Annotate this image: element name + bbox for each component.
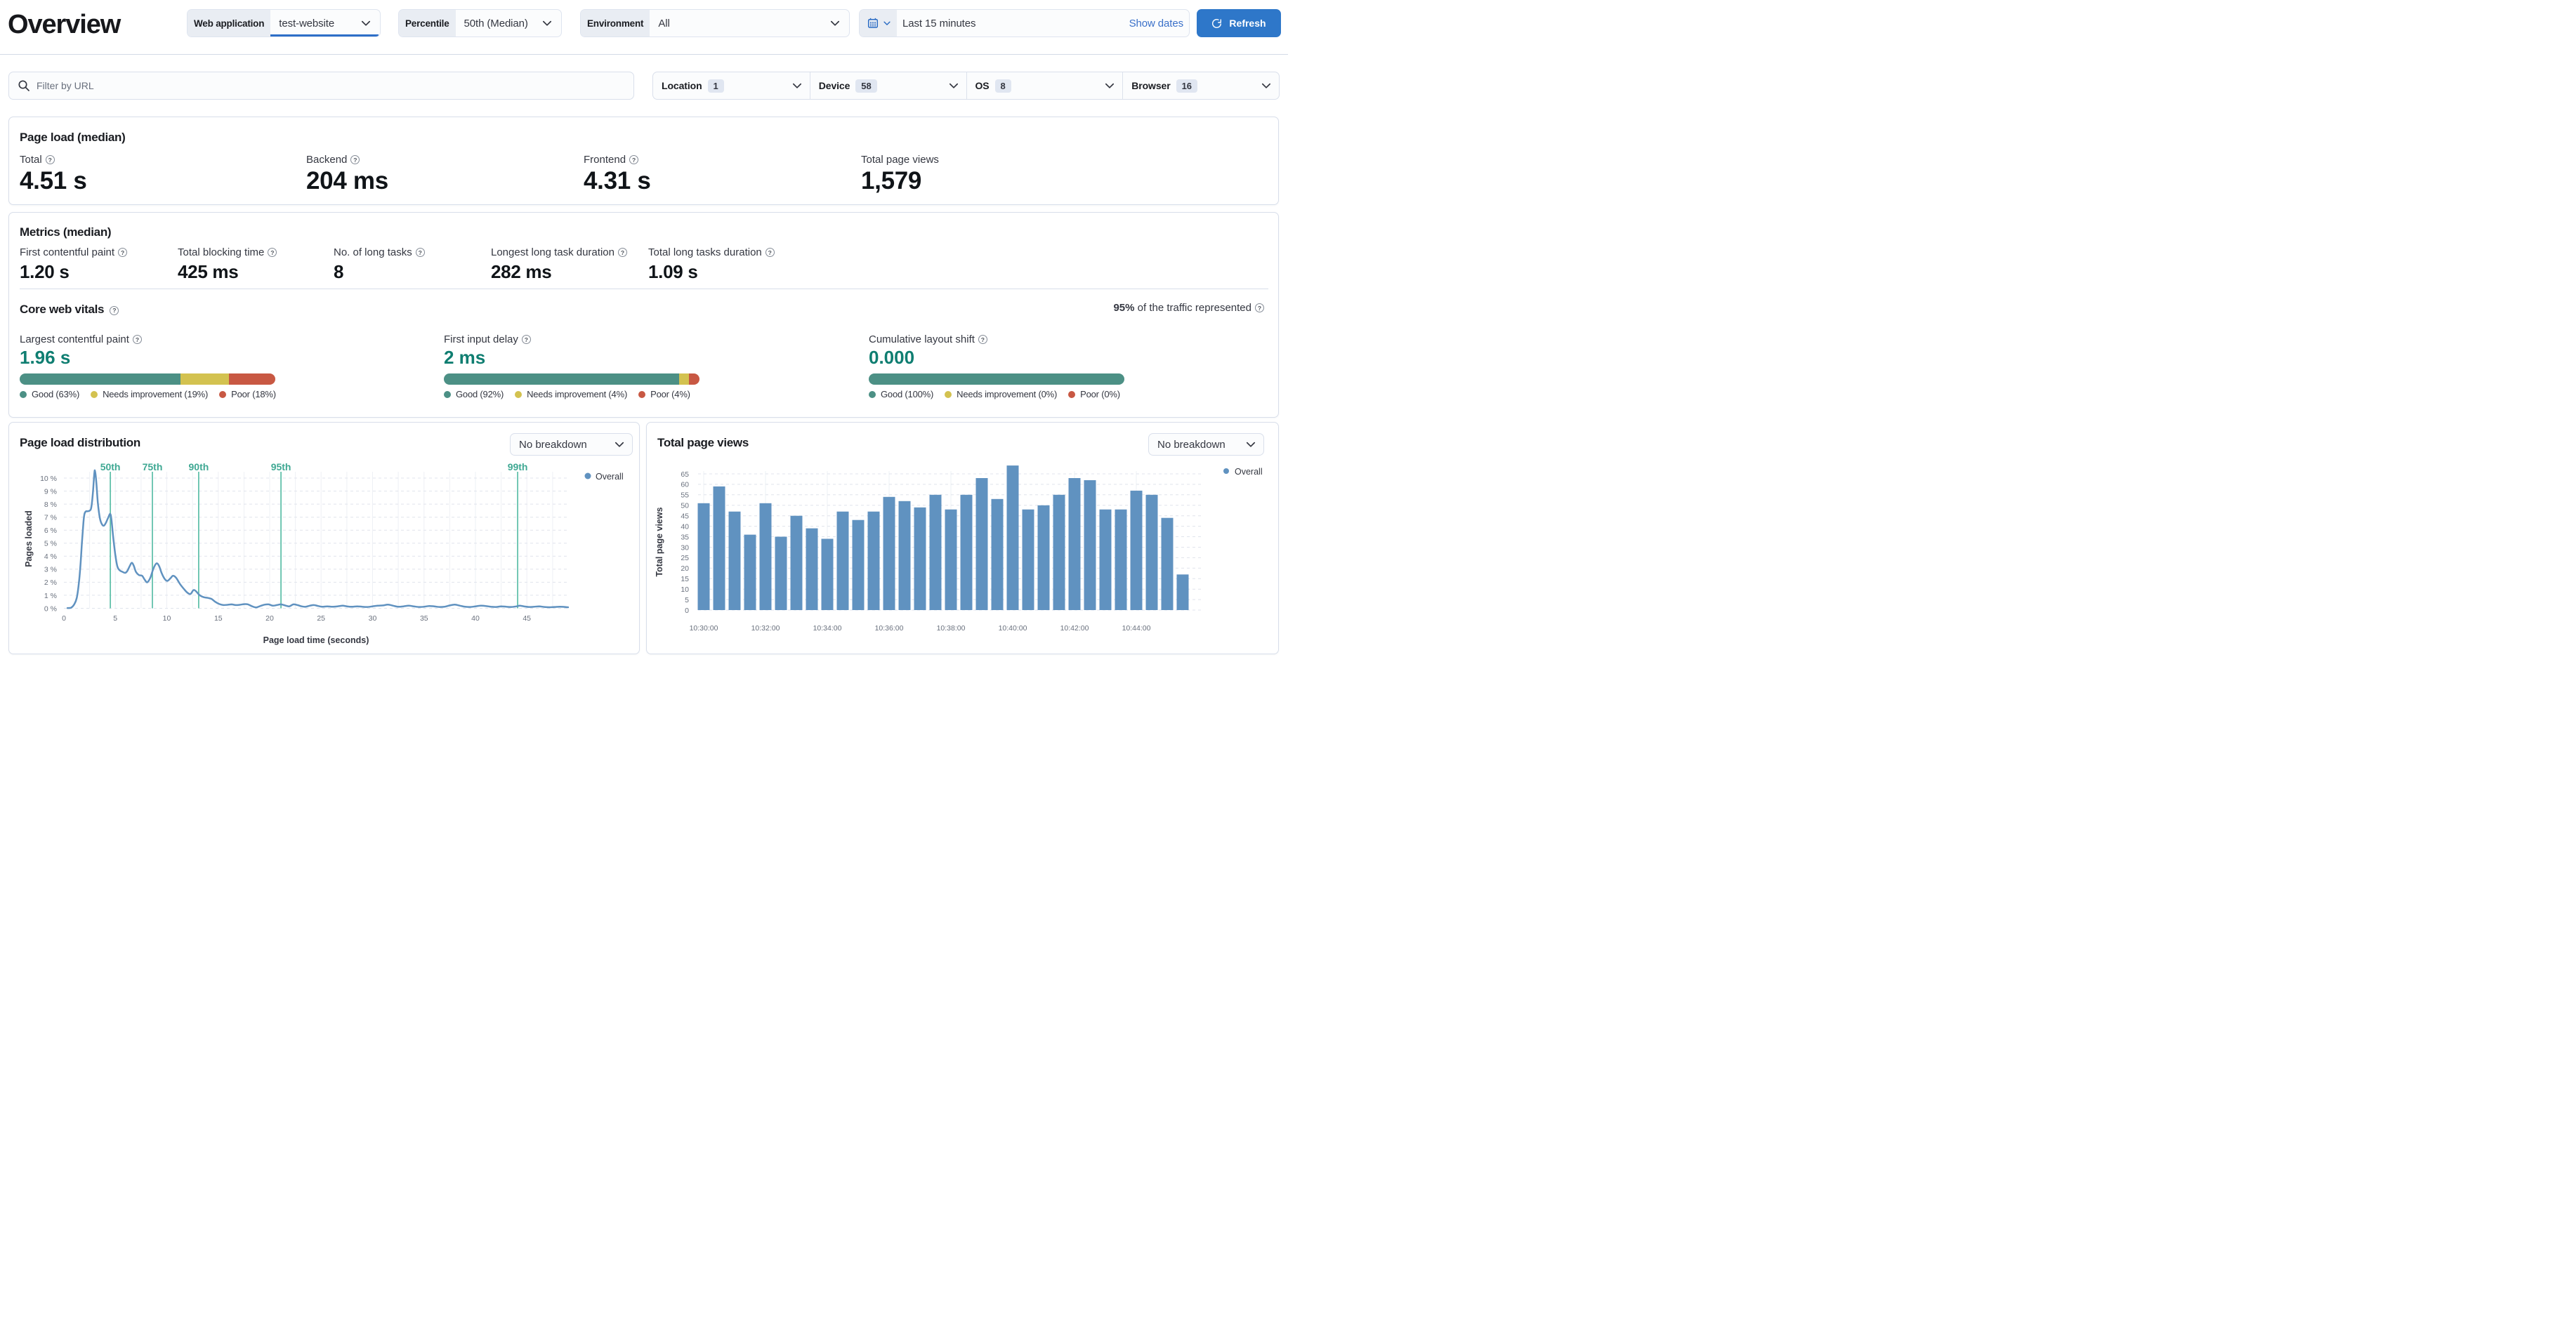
svg-text:5: 5 — [685, 596, 689, 604]
svg-text:35: 35 — [681, 533, 689, 541]
svg-text:Total page views: Total page views — [655, 507, 664, 576]
svg-text:55: 55 — [681, 491, 689, 500]
svg-text:25: 25 — [317, 614, 325, 623]
svg-text:35: 35 — [420, 614, 428, 623]
svg-text:90th: 90th — [189, 461, 209, 472]
svg-text:Page load time (seconds): Page load time (seconds) — [263, 635, 369, 645]
svg-text:Overall: Overall — [596, 472, 624, 482]
svg-text:0: 0 — [685, 607, 689, 615]
svg-text:5 %: 5 % — [44, 540, 57, 548]
svg-text:10: 10 — [163, 614, 171, 623]
svg-text:50th: 50th — [100, 461, 121, 472]
svg-text:1 %: 1 % — [44, 592, 57, 600]
svg-text:95th: 95th — [271, 461, 291, 472]
svg-text:10 %: 10 % — [40, 475, 57, 483]
svg-text:10:32:00: 10:32:00 — [751, 624, 780, 633]
svg-text:40: 40 — [681, 522, 689, 531]
svg-text:10: 10 — [681, 585, 689, 594]
svg-text:15: 15 — [214, 614, 223, 623]
svg-text:10:30:00: 10:30:00 — [690, 624, 718, 633]
svg-text:10:34:00: 10:34:00 — [813, 624, 842, 633]
svg-text:45: 45 — [681, 512, 689, 521]
svg-text:7 %: 7 % — [44, 514, 57, 522]
svg-text:15: 15 — [681, 575, 689, 583]
svg-text:0 %: 0 % — [44, 604, 57, 613]
svg-text:65: 65 — [681, 470, 689, 479]
svg-text:5: 5 — [113, 614, 117, 623]
svg-text:45: 45 — [523, 614, 531, 623]
svg-text:99th: 99th — [508, 461, 528, 472]
svg-text:10:36:00: 10:36:00 — [875, 624, 904, 633]
svg-text:8 %: 8 % — [44, 501, 57, 509]
svg-text:75th: 75th — [143, 461, 163, 472]
svg-text:30: 30 — [369, 614, 377, 623]
svg-text:10:42:00: 10:42:00 — [1060, 624, 1089, 633]
svg-text:30: 30 — [681, 543, 689, 552]
svg-text:Pages loaded: Pages loaded — [24, 510, 34, 567]
svg-text:60: 60 — [681, 481, 689, 489]
svg-text:10:40:00: 10:40:00 — [999, 624, 1027, 633]
svg-text:25: 25 — [681, 554, 689, 562]
svg-text:20: 20 — [681, 564, 689, 573]
svg-text:40: 40 — [471, 614, 480, 623]
svg-text:6 %: 6 % — [44, 527, 57, 535]
svg-text:20: 20 — [265, 614, 274, 623]
svg-text:10:38:00: 10:38:00 — [937, 624, 966, 633]
svg-text:0: 0 — [62, 614, 66, 623]
svg-text:2 %: 2 % — [44, 578, 57, 587]
svg-text:4 %: 4 % — [44, 552, 57, 561]
svg-text:50: 50 — [681, 502, 689, 510]
svg-text:10:44:00: 10:44:00 — [1122, 624, 1151, 633]
svg-text:9 %: 9 % — [44, 487, 57, 496]
svg-text:3 %: 3 % — [44, 566, 57, 574]
svg-text:Overall: Overall — [1235, 467, 1263, 477]
